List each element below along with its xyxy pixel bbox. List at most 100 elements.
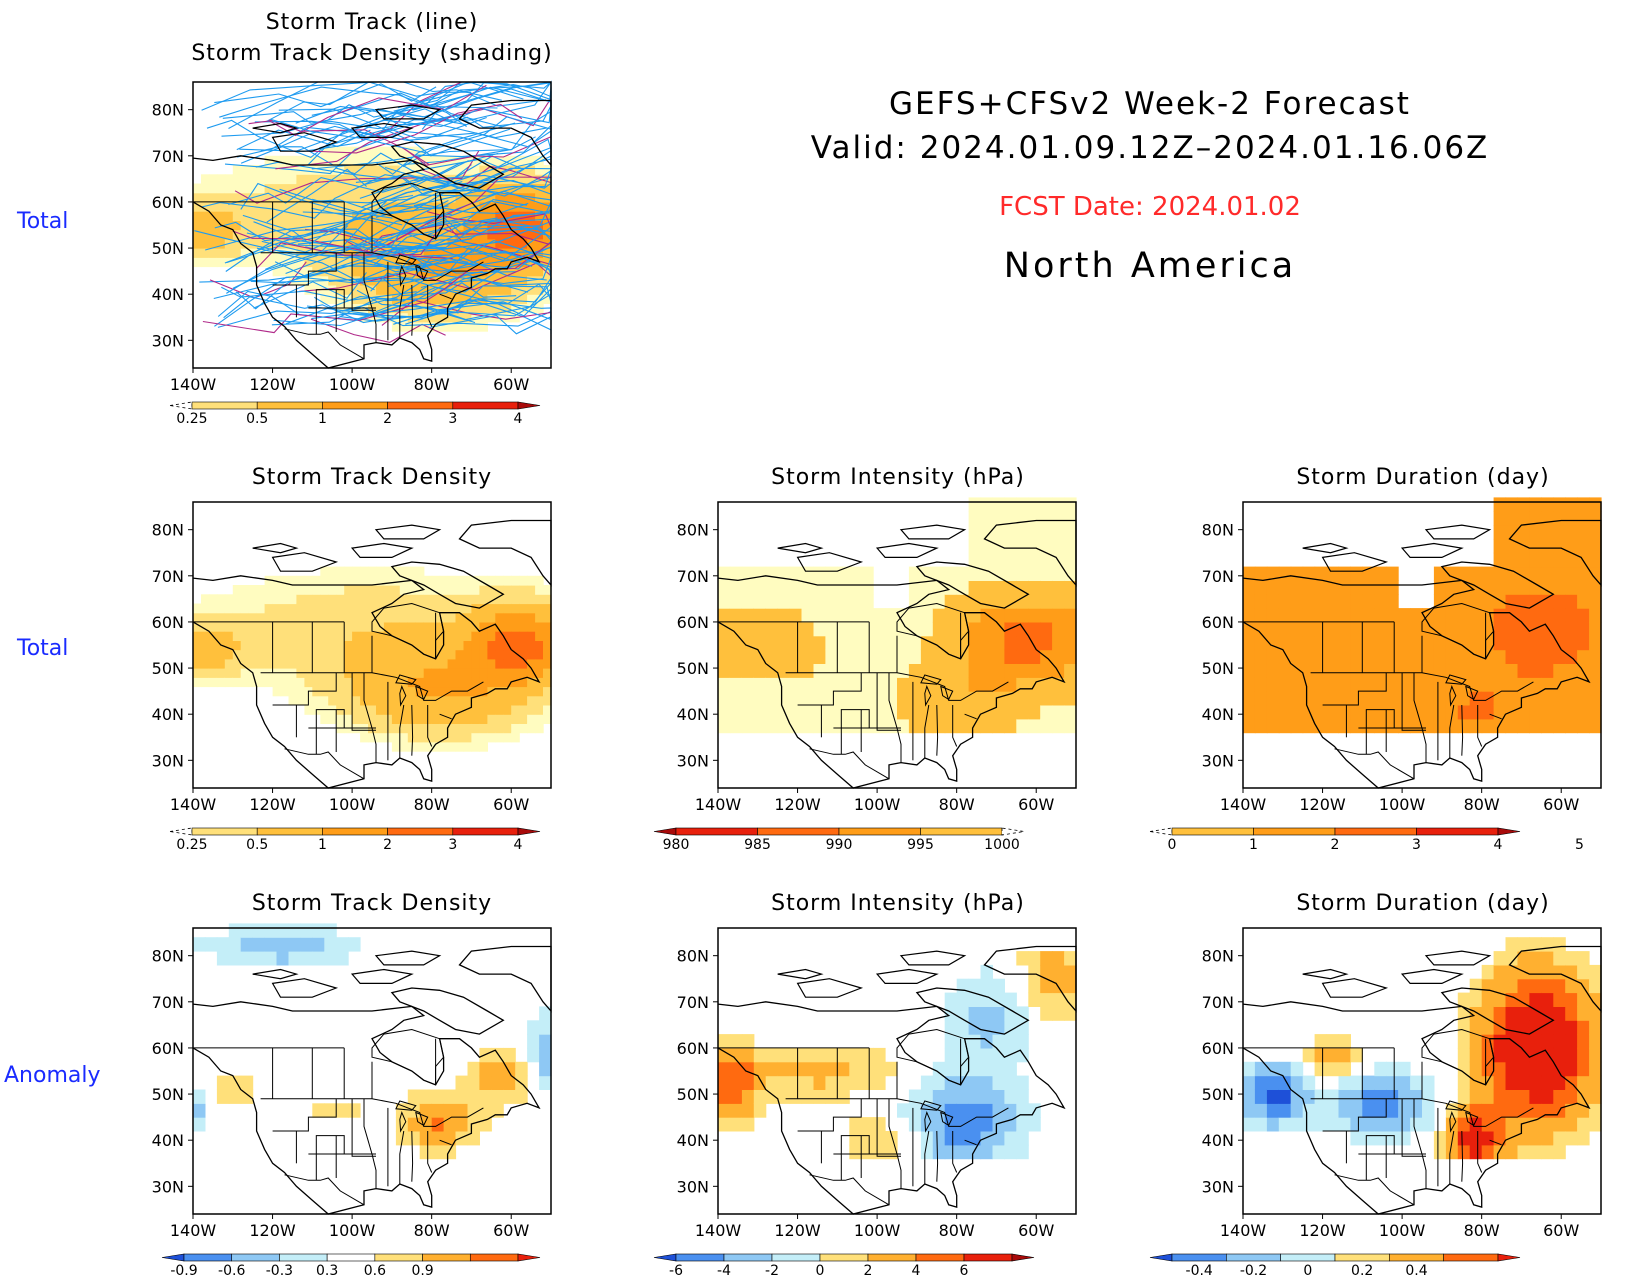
coastline-baffin-island (390, 141, 505, 189)
shading-cell (837, 621, 850, 637)
shading-cell (1374, 635, 1387, 651)
shading-cell (431, 1117, 445, 1132)
shading-cell (224, 183, 234, 194)
shading-cell (232, 220, 242, 231)
shading-cell (992, 1117, 1005, 1132)
shading-cell (1278, 663, 1292, 678)
storm-track (311, 277, 552, 320)
shading-cell (825, 649, 838, 664)
shading-cell (1362, 608, 1375, 623)
shading-cell (1577, 992, 1590, 1007)
shading-cell (419, 1103, 433, 1118)
shading-cell (312, 621, 321, 632)
shading-cell (1577, 621, 1590, 637)
shading-cell (439, 649, 449, 660)
shading-cell (328, 238, 337, 249)
shading-cell (447, 649, 457, 660)
border-line (1489, 713, 1502, 720)
shading-cell (447, 312, 457, 323)
shading-cell (825, 1047, 838, 1063)
shading-cell (463, 201, 473, 212)
shading-cell (391, 705, 401, 715)
colorbar-segment (1253, 827, 1336, 836)
shading-cell (543, 248, 552, 258)
shading-cell (1338, 649, 1351, 664)
shading-cell (718, 663, 731, 678)
shading-cell (1243, 621, 1256, 637)
shading-cell (423, 621, 433, 632)
border-line (363, 252, 377, 343)
lat-label: 60N (152, 613, 184, 632)
shading-cell (1254, 691, 1268, 706)
shading-cell (232, 621, 242, 632)
shading-cell (535, 275, 544, 286)
shading-cell (1565, 1131, 1578, 1146)
shading-cell (1410, 1103, 1423, 1118)
shading-cell (248, 165, 258, 175)
shading-cell (1314, 705, 1328, 720)
shading-cell (801, 594, 814, 609)
lake-superior (1445, 674, 1467, 685)
shading-cell (1433, 608, 1447, 623)
shading-cell (503, 695, 512, 706)
shading-cell (777, 635, 791, 651)
shading-cell (718, 566, 731, 581)
shading-cell (1445, 1144, 1459, 1160)
shading-cell (1505, 677, 1518, 692)
colorbar-segment (422, 1253, 471, 1262)
shading-cell (1577, 580, 1590, 595)
shading-cell (264, 658, 274, 669)
shading-cell (1004, 511, 1017, 526)
shading-cell (399, 238, 409, 249)
shading-cell (344, 155, 353, 166)
shading-cell (1028, 663, 1041, 678)
shading-cell (240, 220, 250, 231)
shading-cell (471, 640, 480, 651)
shading-cell (296, 155, 305, 166)
shading-cell (1529, 964, 1542, 980)
shading-cell (1374, 1131, 1387, 1146)
shading-cell (944, 1034, 958, 1049)
shading-cell (216, 192, 226, 203)
shading-cell (503, 294, 512, 304)
shading-cell (1517, 1047, 1530, 1063)
shading-cell (376, 677, 385, 688)
shading-cell (968, 635, 982, 651)
shading-cell (1254, 1103, 1268, 1118)
shading-cell (1589, 621, 1602, 637)
shading-cell (1290, 608, 1304, 623)
shading-cell (491, 1089, 504, 1104)
shading-cell (264, 575, 274, 586)
shading-cell (944, 677, 958, 692)
shading-cell (439, 321, 449, 332)
shading-cell (391, 165, 401, 175)
shading-cell (204, 937, 218, 952)
shading-cell (431, 677, 441, 688)
shading-cell (1565, 964, 1578, 980)
shading-cell (201, 603, 210, 614)
shading-cell (479, 192, 488, 203)
shading-cell (208, 192, 218, 203)
shading-cell (495, 238, 504, 249)
coastline-arctic-island (899, 524, 967, 540)
shading-cell (407, 183, 417, 194)
shading-cell (527, 229, 536, 240)
shading-cell (1529, 594, 1542, 609)
political-borders (193, 612, 484, 780)
shading-cell (1338, 635, 1351, 651)
shading-cell (1064, 525, 1077, 540)
shading-cell (415, 220, 425, 231)
shading-cell (376, 146, 385, 157)
shading-cell (360, 201, 369, 212)
shading-cell (256, 201, 266, 212)
shading-cell (471, 585, 480, 595)
shading-cell (344, 294, 353, 304)
colorbar-segment (867, 1253, 917, 1262)
shading-cell (304, 257, 313, 268)
shading-cell (368, 266, 377, 277)
shading-cell (543, 266, 552, 277)
shading-cell (415, 714, 425, 724)
shading-cell (519, 631, 528, 641)
shading-cell (511, 714, 520, 724)
